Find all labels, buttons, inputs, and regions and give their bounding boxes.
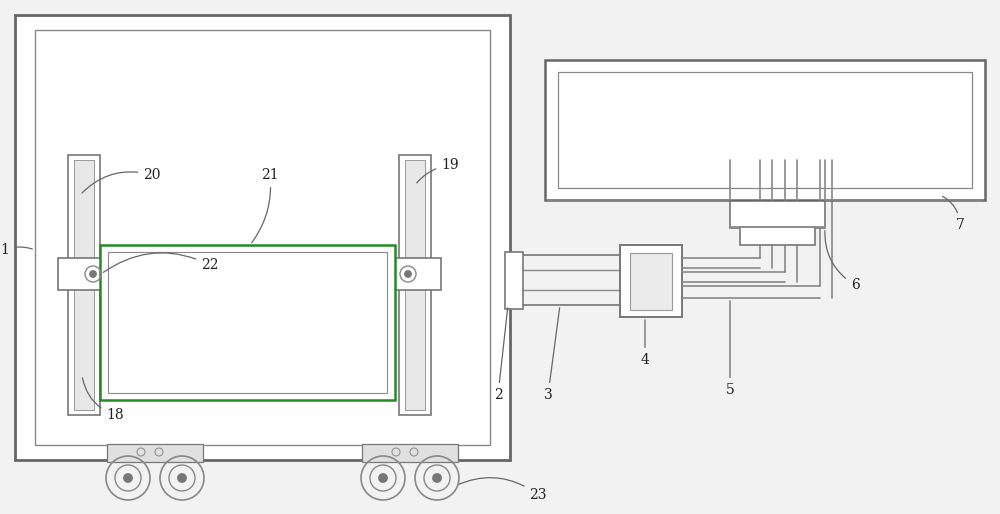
Bar: [376, 258, 441, 290]
Text: 20: 20: [82, 168, 161, 193]
Bar: [405, 160, 425, 410]
Circle shape: [90, 271, 96, 277]
Bar: [505, 252, 523, 309]
Bar: [107, 444, 203, 462]
Bar: [58, 258, 123, 290]
Bar: [630, 253, 672, 310]
Bar: [558, 72, 972, 188]
Circle shape: [405, 271, 411, 277]
Bar: [15, 15, 510, 460]
Text: 5: 5: [726, 301, 734, 397]
Text: 18: 18: [82, 378, 124, 422]
Bar: [100, 245, 395, 400]
Bar: [620, 245, 682, 317]
Bar: [108, 252, 387, 393]
Text: 19: 19: [417, 158, 459, 183]
Bar: [74, 160, 94, 410]
Circle shape: [178, 474, 186, 482]
Bar: [740, 227, 815, 245]
Bar: [399, 155, 431, 415]
Bar: [730, 200, 825, 228]
Bar: [35, 30, 490, 445]
Bar: [545, 60, 985, 200]
Text: 4: 4: [641, 320, 649, 367]
Circle shape: [433, 474, 441, 482]
Bar: [362, 444, 458, 462]
Text: 23: 23: [458, 478, 547, 502]
Text: 6: 6: [825, 231, 859, 292]
Text: 2: 2: [494, 308, 508, 402]
Text: 22: 22: [103, 253, 219, 272]
Text: 1: 1: [1, 243, 32, 257]
Circle shape: [379, 474, 387, 482]
Bar: [68, 155, 100, 415]
Text: 7: 7: [942, 196, 964, 232]
Text: 3: 3: [544, 308, 560, 402]
Text: 21: 21: [252, 168, 279, 243]
Circle shape: [124, 474, 132, 482]
